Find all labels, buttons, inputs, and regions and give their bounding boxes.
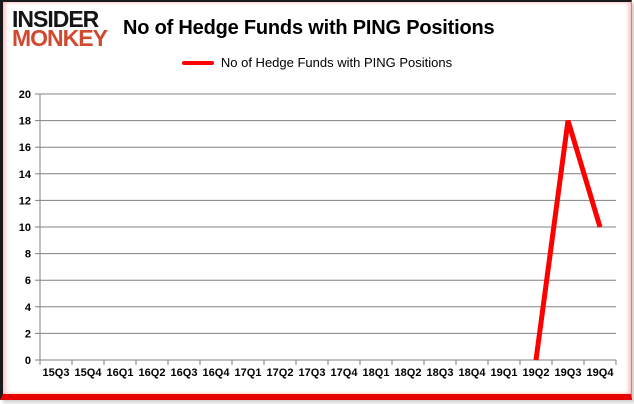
legend-label: No of Hedge Funds with PING Positions — [220, 55, 453, 71]
insider-monkey-logo: INSIDER MONKEY — [12, 6, 108, 51]
x-tick-label: 15Q4 — [75, 367, 103, 379]
x-tick-label: 18Q2 — [395, 367, 422, 379]
x-tick-label: 18Q1 — [363, 367, 390, 379]
x-tick-label: 19Q2 — [523, 367, 550, 379]
x-tick-label: 16Q3 — [171, 367, 198, 379]
y-tick-label: 8 — [25, 249, 31, 261]
series-line — [533, 119, 603, 361]
y-tick-label: 10 — [19, 222, 31, 234]
y-tick-label: 16 — [19, 142, 31, 154]
y-tick-label: 2 — [25, 328, 31, 340]
legend-line-swatch — [181, 60, 214, 65]
x-tick-label: 19Q4 — [587, 367, 615, 379]
chart-header: INSIDER MONKEY No of Hedge Funds with PI… — [3, 2, 631, 51]
x-tick-label: 17Q1 — [235, 367, 262, 379]
x-tick-label: 17Q4 — [331, 367, 359, 379]
x-tick-label: 16Q4 — [203, 367, 231, 379]
logo-word-monkey: MONKEY — [12, 24, 108, 51]
x-tick-label: 18Q3 — [427, 367, 454, 379]
legend: No of Hedge Funds with PING Positions — [3, 55, 631, 71]
chart-title: No of Hedge Funds with PING Positions — [122, 17, 495, 40]
y-tick-label: 6 — [25, 275, 31, 287]
x-tick-label: 17Q3 — [299, 367, 326, 379]
x-tick-label: 16Q2 — [139, 367, 166, 379]
x-tick-label: 16Q1 — [107, 367, 134, 379]
x-tick-label: 19Q1 — [491, 367, 518, 379]
x-tick-label: 19Q3 — [555, 367, 582, 379]
y-tick-label: 20 — [19, 89, 31, 101]
y-tick-label: 18 — [19, 116, 31, 128]
logo-word-insider: INSIDER — [12, 6, 99, 32]
y-tick-label: 14 — [19, 169, 32, 181]
x-tick-label: 18Q4 — [459, 367, 487, 379]
line-chart: 0 2 4 6 8 10 12 14 16 18 20 15Q3 15Q4 16Q1 16Q2 16Q3 16Q… — [19, 89, 617, 379]
plot-area: 0 2 4 6 8 10 12 14 16 18 20 15Q3 15Q4 16Q1 16Q2 16Q3 16Q… — [6, 85, 631, 391]
y-tick-label: 4 — [25, 302, 32, 314]
x-tick-label: 15Q3 — [43, 367, 70, 379]
x-tick-label: 17Q2 — [267, 367, 294, 379]
y-tick-label: 0 — [25, 355, 31, 367]
y-tick-label: 12 — [19, 195, 31, 207]
